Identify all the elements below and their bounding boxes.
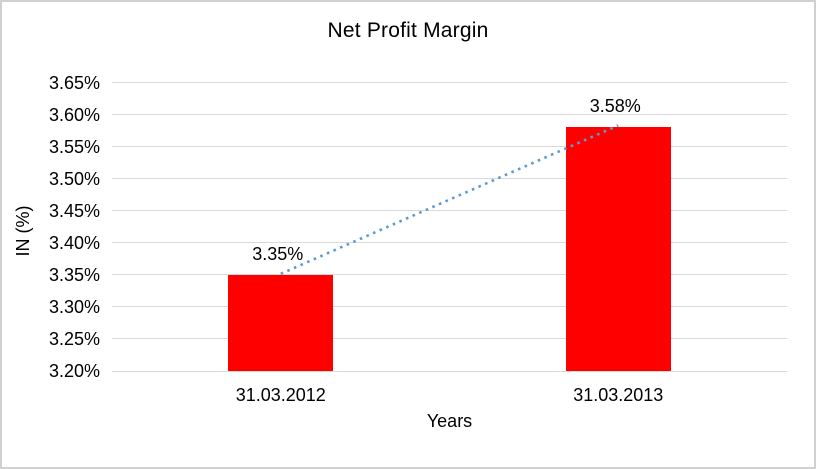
y-axis-tick-label: 3.25% xyxy=(48,328,100,349)
y-axis-tick-label: 3.40% xyxy=(48,232,100,253)
y-axis-tick-label: 3.60% xyxy=(48,104,100,125)
gridline xyxy=(112,146,787,148)
chart-title: Net Profit Margin xyxy=(327,19,489,42)
gridline xyxy=(112,82,787,83)
y-axis-tick-label: 3.35% xyxy=(48,264,100,285)
x-axis-title: Years xyxy=(426,411,473,431)
y-axis-tick-label: 3.45% xyxy=(48,200,100,221)
y-axis-tick-label: 3.30% xyxy=(48,296,100,317)
x-axis-tick-label: 31.03.2013 xyxy=(573,385,664,405)
gridline xyxy=(112,338,787,340)
gridline xyxy=(112,210,787,212)
x-axis-tick-label: 31.03.2012 xyxy=(235,385,326,405)
bar-31.03.2012 xyxy=(228,274,334,371)
y-axis-tick-label: 3.20% xyxy=(48,361,100,381)
bar-value-label: 3.58% xyxy=(589,96,641,117)
y-axis-tick-label: 3.50% xyxy=(48,168,100,189)
gridline xyxy=(112,274,787,276)
gridline xyxy=(112,242,787,244)
gridline xyxy=(112,370,787,372)
gridline xyxy=(112,178,787,180)
y-axis-tick-label: 3.65% xyxy=(48,72,100,93)
bar-31.03.2013 xyxy=(565,127,671,371)
bar-value-label: 3.35% xyxy=(252,243,304,264)
y-axis-tick-label: 3.55% xyxy=(48,136,100,157)
gridline xyxy=(112,306,787,308)
gridline xyxy=(112,114,787,116)
